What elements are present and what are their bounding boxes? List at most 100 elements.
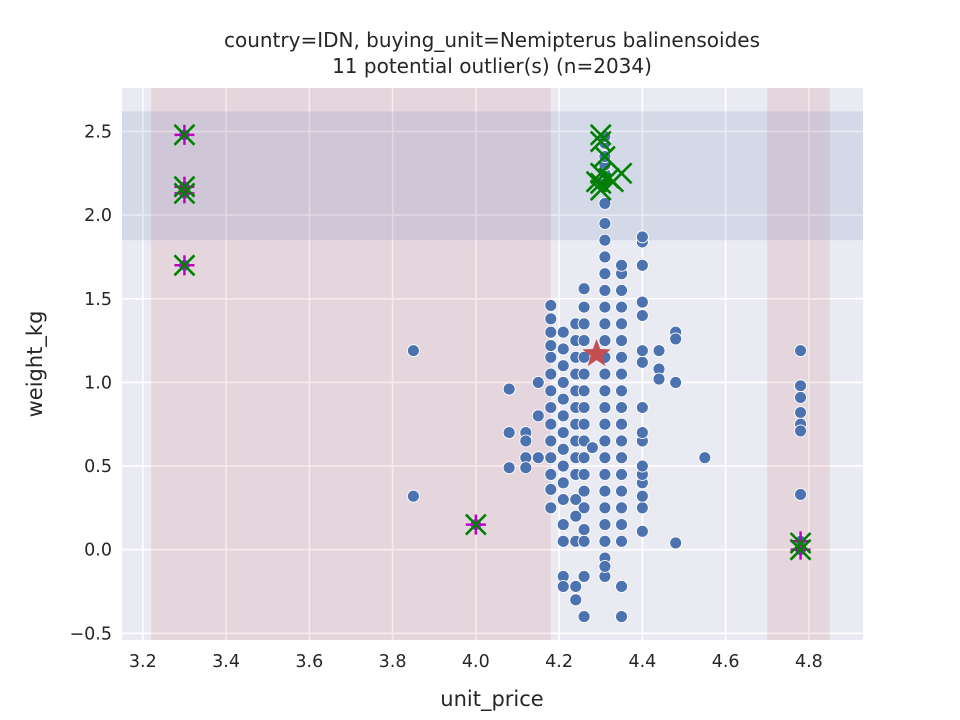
y-tick-labels: −0.5 0.0 0.5 1.0 1.5 2.0 2.5 — [70, 122, 113, 644]
x-tick-labels: 3.2 3.4 3.6 3.8 4.0 4.2 4.4 4.6 4.8 — [129, 652, 823, 672]
data-point — [544, 312, 558, 326]
x-marker — [173, 123, 196, 146]
x-tick-label: 3.8 — [379, 652, 407, 672]
data-point — [598, 300, 612, 314]
x-marker — [789, 538, 812, 561]
data-point — [577, 401, 591, 414]
y-tick-label: 0.5 — [84, 457, 112, 477]
data-point — [577, 523, 591, 537]
chart-title: country=IDN, buying_unit=Nemipterus bali… — [224, 28, 760, 52]
data-point — [544, 339, 558, 353]
data-point — [544, 417, 558, 431]
x-tick-label: 4.4 — [628, 652, 656, 672]
data-point — [635, 489, 649, 503]
data-point — [531, 409, 545, 423]
x-marker — [593, 145, 616, 168]
x-marker — [173, 182, 196, 205]
data-point — [569, 493, 583, 506]
x-tick-label: 3.6 — [295, 652, 323, 672]
x-marker — [173, 254, 196, 277]
x-axis-label: unit_price — [440, 687, 543, 712]
data-point — [544, 434, 558, 448]
data-point — [577, 334, 591, 348]
data-point — [615, 434, 629, 448]
data-point — [544, 501, 558, 515]
data-point — [635, 230, 649, 244]
data-point — [598, 417, 612, 431]
data-point — [585, 441, 599, 455]
data-point — [569, 580, 583, 593]
data-point — [556, 518, 570, 532]
data-point — [502, 461, 516, 475]
data-point — [669, 536, 683, 550]
data-point — [598, 501, 612, 515]
x-tick-label: 4.6 — [712, 652, 740, 672]
data-point — [598, 518, 612, 532]
data-point — [556, 359, 570, 373]
chart-subtitle: 11 potential outlier(s) (n=2034) — [332, 54, 652, 78]
x-tick-label: 3.4 — [212, 652, 240, 672]
data-point — [615, 518, 629, 532]
data-point — [669, 332, 683, 346]
data-point — [615, 417, 629, 431]
data-point — [556, 534, 570, 548]
outlier-bands — [122, 88, 863, 640]
data-point — [635, 295, 649, 309]
data-point — [577, 300, 591, 314]
data-point — [615, 484, 629, 498]
data-point — [794, 391, 808, 404]
median-star — [582, 338, 611, 367]
data-point — [615, 317, 629, 331]
data-point — [598, 283, 612, 297]
data-point — [598, 434, 612, 448]
data-point — [635, 344, 649, 358]
data-point — [556, 426, 570, 440]
data-point — [531, 451, 545, 465]
data-point — [794, 424, 808, 438]
data-point — [406, 344, 420, 358]
data-point — [598, 334, 612, 348]
data-point — [502, 426, 516, 440]
data-point — [598, 217, 612, 230]
data-point — [544, 467, 558, 481]
data-point — [544, 451, 558, 465]
data-point — [615, 580, 629, 593]
x-marker — [610, 162, 633, 185]
data-point — [544, 299, 558, 312]
data-point — [577, 317, 591, 331]
data-point — [615, 384, 629, 398]
data-point — [615, 350, 629, 364]
data-point — [556, 375, 570, 389]
x-marker — [589, 130, 612, 153]
gridlines — [122, 88, 863, 640]
x-marker — [589, 123, 612, 146]
data-point — [635, 309, 649, 322]
x-tick-label: 4.0 — [462, 652, 490, 672]
y-tick-label: −0.5 — [70, 624, 113, 644]
data-point — [598, 534, 612, 548]
y-tick-label: 2.5 — [84, 122, 112, 142]
x-outlier-markers — [173, 123, 812, 561]
data-point — [556, 580, 570, 593]
data-point — [556, 442, 570, 456]
data-point — [615, 300, 629, 314]
data-point — [598, 401, 612, 414]
median-marker — [582, 338, 611, 367]
data-point — [635, 501, 649, 515]
data-point — [615, 367, 629, 381]
data-point — [569, 509, 583, 523]
data-point — [794, 344, 808, 358]
data-point — [598, 196, 612, 210]
data-point — [569, 593, 583, 607]
data-point — [635, 524, 649, 538]
data-point — [544, 401, 558, 414]
data-point — [615, 334, 629, 348]
data-point — [544, 483, 558, 496]
data-point — [556, 476, 570, 490]
data-point — [598, 451, 612, 465]
data-point — [598, 484, 612, 498]
y-outlier-band — [122, 111, 863, 241]
x-marker — [585, 170, 608, 193]
y-tick-label: 2.0 — [84, 206, 112, 226]
data-point — [615, 258, 629, 272]
